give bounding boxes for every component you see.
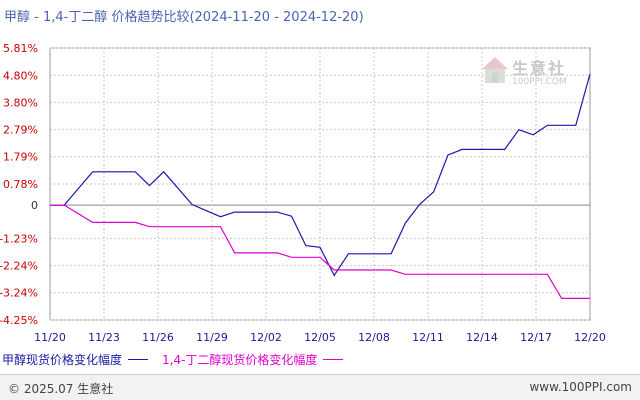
y-tick-label: 4.80%: [3, 69, 38, 82]
y-tick-label: -3.24%: [0, 287, 38, 300]
chart-svg: 5.81% 4.80% 3.80% 2.79% 1.79% 0.78% 0 -1.23% -2.…: [0, 42, 606, 344]
x-tick-label: 12/02: [250, 331, 282, 344]
x-tick-label: 11/20: [34, 331, 66, 344]
y-tick-label: 3.80%: [3, 96, 38, 109]
legend-item-series1: 甲醇现货价格变化幅度: [2, 351, 149, 368]
y-tick-label: -2.24%: [0, 260, 38, 273]
y-tick-label: 0.78%: [3, 178, 38, 191]
copyright-text: © 2025.07 生意社: [8, 382, 114, 396]
watermark-logo-icon: [482, 57, 508, 83]
legend-swatch-series1: [128, 359, 149, 360]
x-tick-label: 12/14: [466, 331, 498, 344]
y-tick-label: 0: [31, 199, 38, 212]
legend-label-series1: 甲醇现货价格变化幅度: [2, 353, 123, 367]
x-tick-label: 12/05: [304, 331, 336, 344]
footer: © 2025.07 生意社 www.100PPI.com: [0, 374, 640, 400]
x-tick-label: 11/26: [142, 331, 174, 344]
y-tick-label: -1.23%: [0, 232, 38, 245]
legend: 甲醇现货价格变化幅度 1,4-丁二醇现货价格变化幅度: [2, 351, 357, 368]
y-tick-label: -4.25%: [0, 314, 38, 327]
x-tick-label: 12/17: [520, 331, 552, 344]
legend-swatch-series2: [323, 359, 344, 360]
y-tick-label: 1.79%: [3, 151, 38, 164]
watermark-text: 生意社: [512, 59, 567, 78]
series-line-2: [50, 204, 590, 299]
x-tick-label: 11/23: [88, 331, 120, 344]
x-tick-label: 12/20: [574, 331, 606, 344]
legend-label-series2: 1,4-丁二醇现货价格变化幅度: [162, 353, 318, 367]
y-tick-label: 2.79%: [3, 124, 38, 137]
watermark-subtext: 100PPI.COM: [512, 77, 567, 87]
watermark: 生意社 100PPI.COM: [480, 55, 580, 95]
series-line-1: [50, 73, 591, 277]
x-tick-label: 12/11: [412, 331, 444, 344]
y-tick-label: 5.81%: [3, 42, 38, 55]
site-link[interactable]: www.100PPI.com: [529, 380, 632, 394]
legend-item-series2: 1,4-丁二醇现货价格变化幅度: [162, 351, 344, 368]
x-tick-label: 11/29: [196, 331, 228, 344]
chart-title: 甲醇 - 1,4-丁二醇 价格趋势比较(2024-11-20 - 2024-12…: [4, 10, 364, 25]
x-tick-label: 12/08: [358, 331, 390, 344]
